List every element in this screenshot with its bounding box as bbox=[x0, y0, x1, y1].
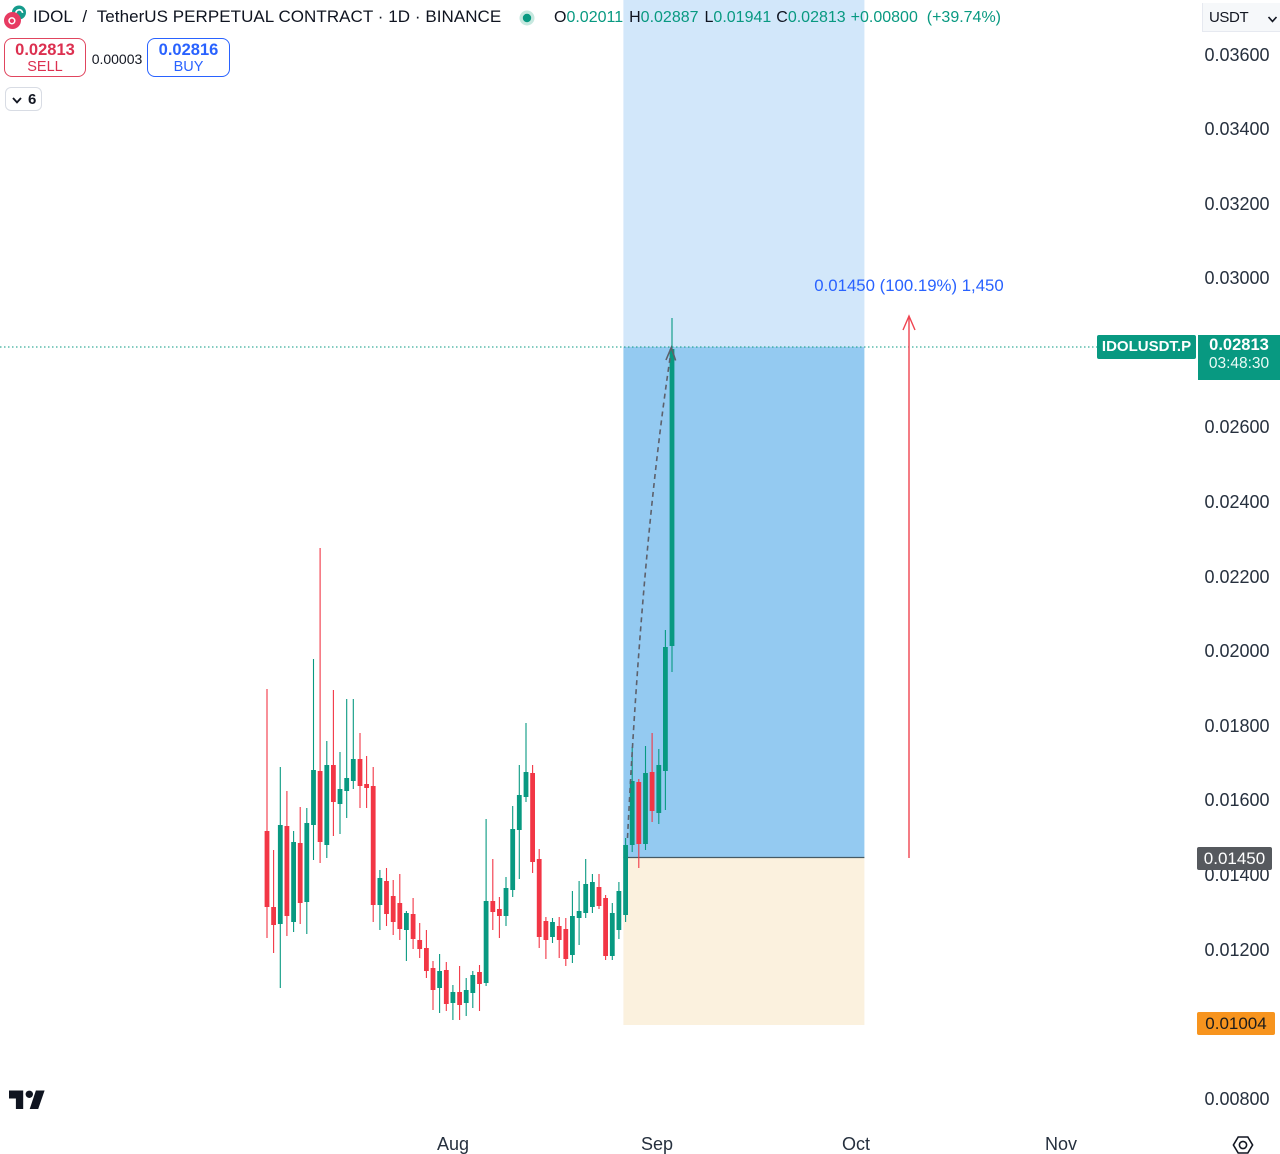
svg-text:0.01450 (100.19%) 1,450: 0.01450 (100.19%) 1,450 bbox=[814, 276, 1003, 295]
